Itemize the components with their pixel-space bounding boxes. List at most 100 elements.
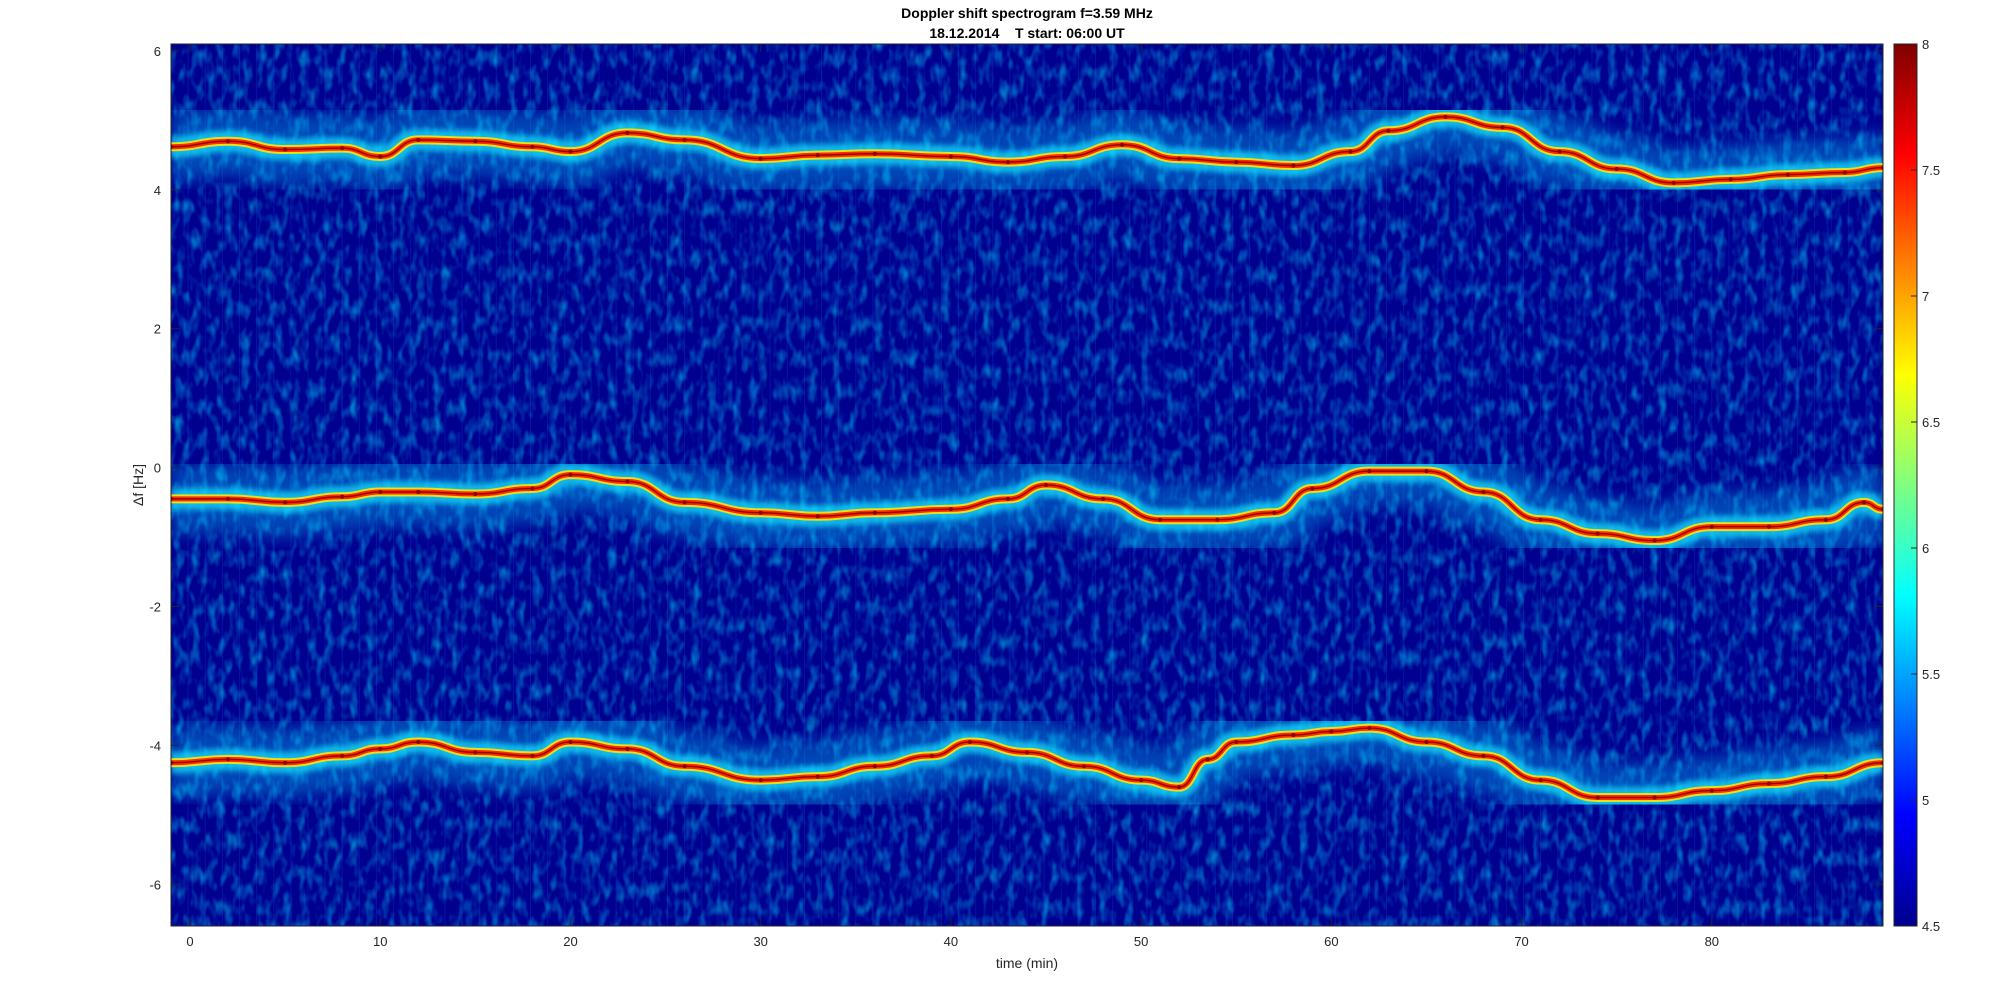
y-tick-label: 0: [154, 461, 161, 476]
chart-subtitle: 18.12.2014 T start: 06:00 UT: [929, 25, 1125, 41]
data-point: [378, 746, 383, 751]
y-axis: -6 -4 -2 0 2 4 6: [149, 44, 1883, 892]
data-point: [948, 507, 953, 512]
y-tick-label: -2: [149, 600, 161, 615]
data-point: [1823, 774, 1828, 779]
data-point: [625, 746, 630, 751]
data-point: [1005, 496, 1010, 501]
data-point: [1614, 167, 1619, 172]
data-point: [1481, 489, 1486, 494]
data-point: [1291, 163, 1296, 168]
data-point: [1139, 778, 1144, 783]
x-tick-label: 40: [944, 934, 958, 949]
data-point: [1386, 128, 1391, 133]
data-point: [1557, 149, 1562, 154]
y-tick-label: -6: [149, 877, 161, 892]
data-point: [1709, 524, 1714, 529]
data-point: [967, 739, 972, 744]
colorbar-tick-label: 6.5: [1922, 415, 1940, 430]
data-point: [340, 146, 345, 151]
data-point: [340, 753, 345, 758]
data-point: [378, 154, 383, 159]
data-point: [682, 500, 687, 505]
x-tick-label: 20: [563, 934, 577, 949]
data-point: [416, 739, 421, 744]
trace-1-centerline: [171, 470, 1883, 542]
data-point: [1481, 753, 1486, 758]
x-tick-label: 80: [1705, 934, 1719, 949]
data-point: [1652, 795, 1657, 800]
data-point: [568, 739, 573, 744]
data-point: [625, 479, 630, 484]
data-point: [815, 153, 820, 158]
colorbar-tick-label: 6: [1922, 541, 1929, 556]
data-point: [226, 139, 231, 144]
data-point: [1234, 739, 1239, 744]
data-point: [1310, 486, 1315, 491]
data-point: [283, 500, 288, 505]
plot-frame: [170, 43, 1884, 927]
data-point: [568, 149, 573, 154]
data-point: [1766, 524, 1771, 529]
data-point: [1367, 726, 1372, 731]
x-axis: 0 10 20 30 40 50 60 70 80: [186, 44, 1719, 949]
colorbar: [1893, 43, 1918, 927]
data-point: [378, 489, 383, 494]
x-tick-label: 30: [753, 934, 767, 949]
data-point: [948, 154, 953, 159]
signal-traces: [171, 112, 1883, 803]
data-point: [1348, 149, 1353, 154]
x-tick-label: 70: [1514, 934, 1528, 949]
data-point: [1120, 142, 1125, 147]
data-point: [1538, 778, 1543, 783]
data-point: [625, 130, 630, 135]
colorbar-ticks: 4.5 5 5.5 6 6.5 7 7.5 8: [1911, 37, 1940, 934]
y-tick-label: 2: [154, 322, 161, 337]
y-tick-label: 4: [154, 183, 161, 198]
colorbar-tick-label: 7: [1922, 289, 1929, 304]
data-point: [473, 750, 478, 755]
y-axis-label: Δf [Hz]: [130, 464, 146, 506]
trace-2-centerline: [171, 727, 1883, 799]
data-point: [1025, 750, 1029, 755]
data-point: [929, 753, 934, 758]
data-point: [1823, 517, 1828, 522]
data-point: [1234, 160, 1239, 165]
data-point: [416, 489, 421, 494]
data-point: [416, 137, 421, 142]
data-point: [340, 494, 345, 499]
data-point: [1177, 785, 1182, 790]
data-point: [1671, 180, 1676, 185]
trace-0-centerline: [171, 116, 1883, 184]
data-point: [473, 139, 478, 144]
data-point: [758, 156, 763, 161]
data-point: [1424, 739, 1429, 744]
data-point: [1652, 538, 1657, 543]
data-point: [1367, 469, 1372, 474]
data-point: [758, 510, 763, 515]
data-point: [1101, 496, 1106, 501]
y-tick-label: -4: [149, 738, 161, 753]
chart-title: Doppler shift spectrogram f=3.59 MHz: [901, 5, 1153, 21]
data-point: [530, 486, 535, 491]
data-point: [815, 774, 820, 779]
x-axis-label: time (min): [996, 955, 1058, 971]
data-point: [1728, 177, 1733, 182]
colorbar-tick-label: 4.5: [1922, 919, 1940, 934]
x-tick-label: 50: [1134, 934, 1148, 949]
x-tick-label: 10: [373, 934, 387, 949]
data-point: [758, 778, 763, 783]
data-point: [1538, 517, 1543, 522]
data-point: [1158, 517, 1163, 522]
data-point: [872, 151, 877, 156]
data-point: [1709, 788, 1714, 793]
data-point: [872, 510, 877, 515]
data-point: [1063, 154, 1068, 159]
data-point: [682, 137, 687, 142]
data-point: [530, 753, 535, 758]
data-point: [1215, 517, 1220, 522]
data-point: [1424, 469, 1429, 474]
data-point: [1785, 172, 1790, 177]
data-point: [1595, 795, 1600, 800]
